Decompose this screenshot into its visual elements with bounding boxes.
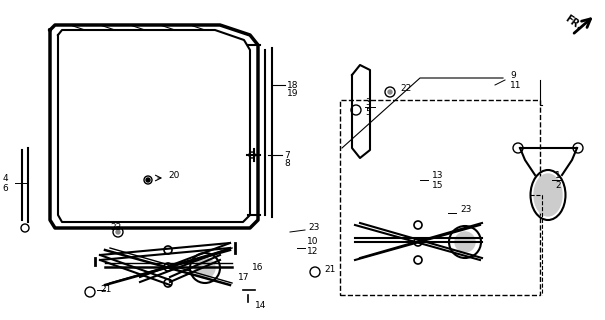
Text: 14: 14 <box>255 300 266 309</box>
Text: 1: 1 <box>555 171 561 180</box>
Circle shape <box>455 232 475 252</box>
Circle shape <box>116 230 120 234</box>
Text: 4: 4 <box>2 173 8 182</box>
Text: 11: 11 <box>510 81 522 90</box>
Text: 3: 3 <box>365 98 371 107</box>
Text: 17: 17 <box>238 274 249 283</box>
Text: 2: 2 <box>555 180 561 189</box>
Text: 8: 8 <box>284 158 290 167</box>
Text: 23: 23 <box>460 205 471 214</box>
Text: 5: 5 <box>365 108 371 116</box>
Text: 12: 12 <box>307 247 318 257</box>
Bar <box>340 100 540 295</box>
Circle shape <box>195 258 215 278</box>
Text: 23: 23 <box>308 223 319 233</box>
Text: 9: 9 <box>510 70 515 79</box>
Text: 21: 21 <box>100 285 111 294</box>
Circle shape <box>388 90 392 94</box>
Text: 10: 10 <box>307 237 318 246</box>
Text: 6: 6 <box>2 183 8 193</box>
Text: 21: 21 <box>324 266 335 275</box>
Text: 18: 18 <box>287 81 298 90</box>
Text: 20: 20 <box>168 171 179 180</box>
Text: 22: 22 <box>110 223 121 233</box>
Text: 22: 22 <box>400 84 411 92</box>
Text: 19: 19 <box>287 89 298 98</box>
Text: 13: 13 <box>432 171 443 180</box>
Text: 15: 15 <box>432 180 443 189</box>
Circle shape <box>146 178 150 182</box>
Text: 16: 16 <box>252 263 264 273</box>
Text: FR.: FR. <box>563 13 583 32</box>
Text: 7: 7 <box>284 150 290 159</box>
Ellipse shape <box>534 174 562 216</box>
